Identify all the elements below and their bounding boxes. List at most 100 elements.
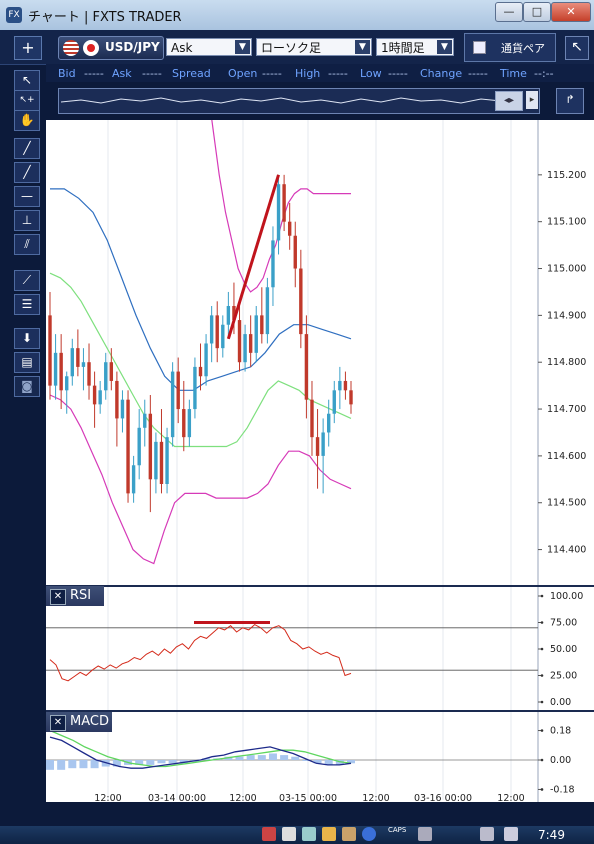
candle-body [215,315,219,349]
trend-line-icon[interactable]: ╱ [14,162,40,183]
chevron-down-icon: ▼ [235,40,250,54]
chevron-down-icon: ▼ [355,40,370,54]
candle-body [315,437,320,456]
candle-body [293,235,297,269]
download-icon[interactable]: ⬇ [14,328,40,349]
chart-navigator[interactable]: ◂▸ ▸ [58,88,540,114]
open-label: Open [228,67,258,80]
maximize-button[interactable]: □ [523,2,551,22]
spread-label: Spread [172,67,211,80]
parallel-lines-icon[interactable]: ⫽ [14,234,40,255]
bid-value: ----- [84,67,104,80]
fibonacci-icon[interactable]: ☰ [14,294,40,315]
volume-tray-icon[interactable] [504,827,518,841]
minimize-button[interactable]: — [495,2,523,22]
rsi-pane-label: ✕ RSI [46,586,104,606]
macd-label: MACD [70,714,109,729]
scroll-right-icon[interactable]: ▸ [526,91,538,109]
shield-tray-icon[interactable] [342,827,356,841]
monitor-tray-icon[interactable] [480,827,494,841]
title-bar: FX チャート | FXTS TRADER — □ ✕ [0,0,594,31]
time-tick-label: 03-14 00:00 [148,793,206,802]
price-type-select[interactable]: Ask ▼ [166,38,252,56]
price-tick-label: 114.600 [547,451,586,462]
low-label: Low [360,67,382,80]
time-value: --:-- [534,67,554,80]
macd-tick-label: 0.00 [550,755,571,766]
rsi-label: RSI [70,588,92,603]
rsi-tick-label: 0.00 [550,697,571,708]
navigator-handle[interactable]: ◂▸ [495,91,523,111]
chart-area[interactable]: 115.200 115.100 115.000 114.900 114.800 114.7… [46,34,594,804]
fan-lines-icon[interactable]: ⟋ [14,270,40,291]
candle-body [159,441,164,484]
rsi-tick-label: 75.00 [550,618,577,629]
candle-body [299,268,303,335]
rsi-tick-label: 100.00 [550,591,583,602]
camera-icon[interactable]: ◙ [14,376,40,397]
price-tick-label: 114.700 [547,404,586,415]
symbol-button[interactable]: USD/JPY [58,36,164,60]
window-title: チャート | FXTS TRADER [28,10,182,25]
select-arrow-icon[interactable]: ↖ [14,70,40,91]
candle-body [170,371,175,438]
close-button[interactable]: ✕ [551,2,591,22]
pane-separator [46,710,594,712]
chart-type-select[interactable]: ローソク足 ▼ [256,38,372,56]
vertical-line-icon[interactable]: ⊥ [14,210,40,231]
macd-histogram-bar [202,758,211,760]
help-tray-icon[interactable] [362,827,376,841]
candle-body [260,315,264,335]
sync-tray-icon[interactable] [418,827,432,841]
currency-pair-button[interactable]: 通貨ペア [464,33,556,62]
candle-body [271,240,275,288]
candle-body [193,366,197,410]
candle-body [115,380,119,419]
time-tick-label: 12:00 [94,793,121,802]
low-value: ----- [388,67,408,80]
macd-histogram-bar [280,755,289,760]
crosshair-select-icon[interactable]: ↖+ [14,90,40,111]
macd-histogram-bar [79,760,88,769]
candle-body [143,413,147,428]
rsi-tick-label: 25.00 [550,671,577,682]
close-rsi-icon[interactable]: ✕ [50,589,66,605]
symbol-label: USD/JPY [105,40,160,54]
record-tray-icon[interactable] [262,827,276,841]
candle-body [148,413,153,480]
candle-body [282,184,286,222]
candle-body [276,184,281,241]
macd-signal-line [49,729,352,768]
candle-body [126,399,130,494]
pane-separator [46,585,594,587]
taskbar-clock: 7:49 [538,828,565,842]
currency-pair-checkbox[interactable] [473,41,486,54]
candle-body [209,315,214,344]
price-tick-label: 114.400 [547,545,586,556]
macd-histogram-bar [324,760,333,765]
us-flag-icon [63,40,79,56]
candle-body [338,380,342,391]
ray-line-icon[interactable]: ╱ [14,138,40,159]
folder-tray-icon[interactable] [322,827,336,841]
macd-histogram-bar [313,760,322,764]
candle-body [154,441,158,480]
data-table-icon[interactable]: ▤ [14,352,40,373]
candle-body [349,390,353,405]
close-macd-icon[interactable]: ✕ [50,715,66,731]
rsi-tick-dot [540,594,544,598]
detach-icon[interactable]: ↖ [565,36,589,60]
horizontal-line-icon[interactable]: — [14,186,40,207]
network-tray-icon[interactable] [302,827,316,841]
macd-histogram-bar [112,760,121,767]
add-chart-button[interactable]: + [14,36,42,60]
auto-scroll-button[interactable]: ↱ [556,88,584,114]
hand-pan-icon[interactable]: ✋ [14,110,40,131]
candle-body [165,437,169,484]
taskbar: CAPS 7:49 [0,826,594,844]
macd-histogram-bar [135,760,144,765]
app-tray-icon[interactable] [282,827,296,841]
chart-type-value: ローソク足 [261,41,322,55]
candle-body [48,315,52,386]
timeframe-select[interactable]: 1時間足 ▼ [376,38,454,56]
